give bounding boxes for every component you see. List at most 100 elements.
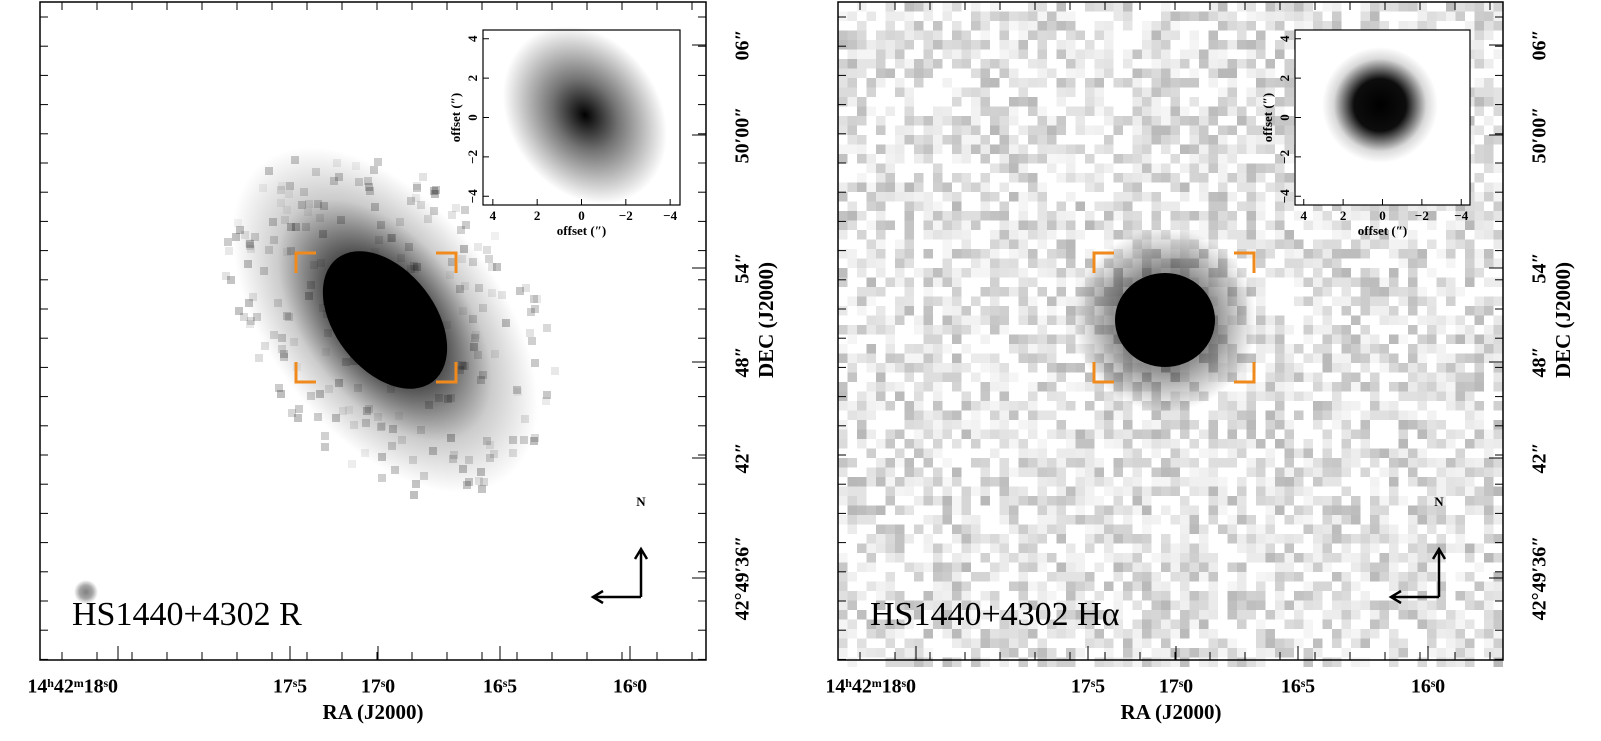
noise-pixel [1446,363,1456,373]
noise-pixel [1322,439,1332,449]
noise-pixel [857,59,867,69]
noise-pixel [942,116,952,126]
noise-pixel [990,268,1000,278]
noise-pixel [971,486,981,496]
noise-pixel [1208,600,1218,610]
noise-pixel [1294,239,1304,249]
noise-pixel [1037,78,1047,88]
noise-pixel [933,296,943,306]
noise-pixel [1256,439,1266,449]
noise-pixel [1142,629,1152,639]
noise-pixel [1094,534,1104,544]
noise-pixel [1427,391,1437,401]
noise-pixel [1047,410,1057,420]
noise-pixel [1075,30,1085,40]
noise-pixel [1161,49,1171,59]
noise-pixel [1227,211,1237,221]
noise-pixel [1028,182,1038,192]
noise-pixel [952,277,962,287]
noise-pixel [1075,116,1085,126]
noise-pixel [1303,448,1313,458]
noise-pixel [1132,429,1142,439]
noise-pixel [1408,306,1418,316]
noise-pixel [1474,258,1484,268]
noise-pixel [895,182,905,192]
noise-pixel [1085,610,1095,620]
noise-pixel [1379,21,1389,31]
noise-pixel [1227,496,1237,506]
noise-pixel [895,87,905,97]
noise-pixel [1284,648,1294,658]
noise-pixel [1246,515,1256,525]
noise-pixel [1360,21,1370,31]
noise-pixel [1341,334,1351,344]
noise-pixel [1389,496,1399,506]
noise-pixel [1313,306,1323,316]
noise-pixel [1436,201,1446,211]
noise-pixel [961,59,971,69]
noise-pixel [971,249,981,259]
noise-pixel [1066,496,1076,506]
noise-pixel [1028,363,1038,373]
noise-pixel [1066,572,1076,582]
noise-pixel [1341,211,1351,221]
noise-pixel [1436,363,1446,373]
noise-pixel [1455,211,1465,221]
noise-pixel [1398,211,1408,221]
noise-pixel [1018,249,1028,259]
noise-pixel [1436,11,1446,21]
noise-pixel [1113,562,1123,572]
noise-pixel [1389,581,1399,591]
noise-pixel [942,230,952,240]
noise-pixel [923,562,933,572]
noise-pixel [1094,496,1104,506]
noise-pixel [1227,68,1237,78]
noise-pixel [1199,486,1209,496]
noise-pixel [990,477,1000,487]
noise-pixel [952,211,962,221]
noise-pixel [1047,116,1057,126]
noise-pixel [1474,429,1484,439]
noise-pixel [1246,2,1256,12]
noise-pixel [1132,458,1142,468]
noise-pixel [961,496,971,506]
noise-pixel [1256,78,1266,88]
y-tick-label: 42°49′36″ [732,536,754,621]
noise-pixel [923,334,933,344]
noise-pixel [1379,201,1389,211]
noise-pixel [1085,249,1095,259]
noise-pixel [895,391,905,401]
noise-pixel [1037,201,1047,211]
noise-pixel [1085,49,1095,59]
noise-pixel [348,460,356,468]
galaxy-core [322,251,448,389]
noise-pixel [971,401,981,411]
noise-pixel [885,315,895,325]
noise-pixel [885,638,895,648]
noise-pixel [1132,68,1142,78]
noise-pixel [971,619,981,629]
noise-pixel [1189,467,1199,477]
noise-pixel [1104,401,1114,411]
noise-pixel [1037,600,1047,610]
noise-pixel [1208,496,1218,506]
noise-pixel [1227,515,1237,525]
noise-pixel [321,443,329,451]
noise-pixel [914,30,924,40]
noise-pixel [1009,581,1019,591]
noise-pixel [1142,173,1152,183]
noise-pixel [1474,173,1484,183]
noise-pixel [1417,296,1427,306]
noise-pixel [885,619,895,629]
x-tick-label: 16ˢ0 [613,676,647,698]
noise-pixel [1151,173,1161,183]
noise-pixel [857,21,867,31]
noise-pixel [1218,59,1228,69]
noise-pixel [895,78,905,88]
noise-pixel [1151,410,1161,420]
noise-pixel [1294,21,1304,31]
noise-pixel [999,429,1009,439]
noise-pixel [1341,448,1351,458]
noise-pixel [1189,486,1199,496]
noise-pixel [1199,182,1209,192]
